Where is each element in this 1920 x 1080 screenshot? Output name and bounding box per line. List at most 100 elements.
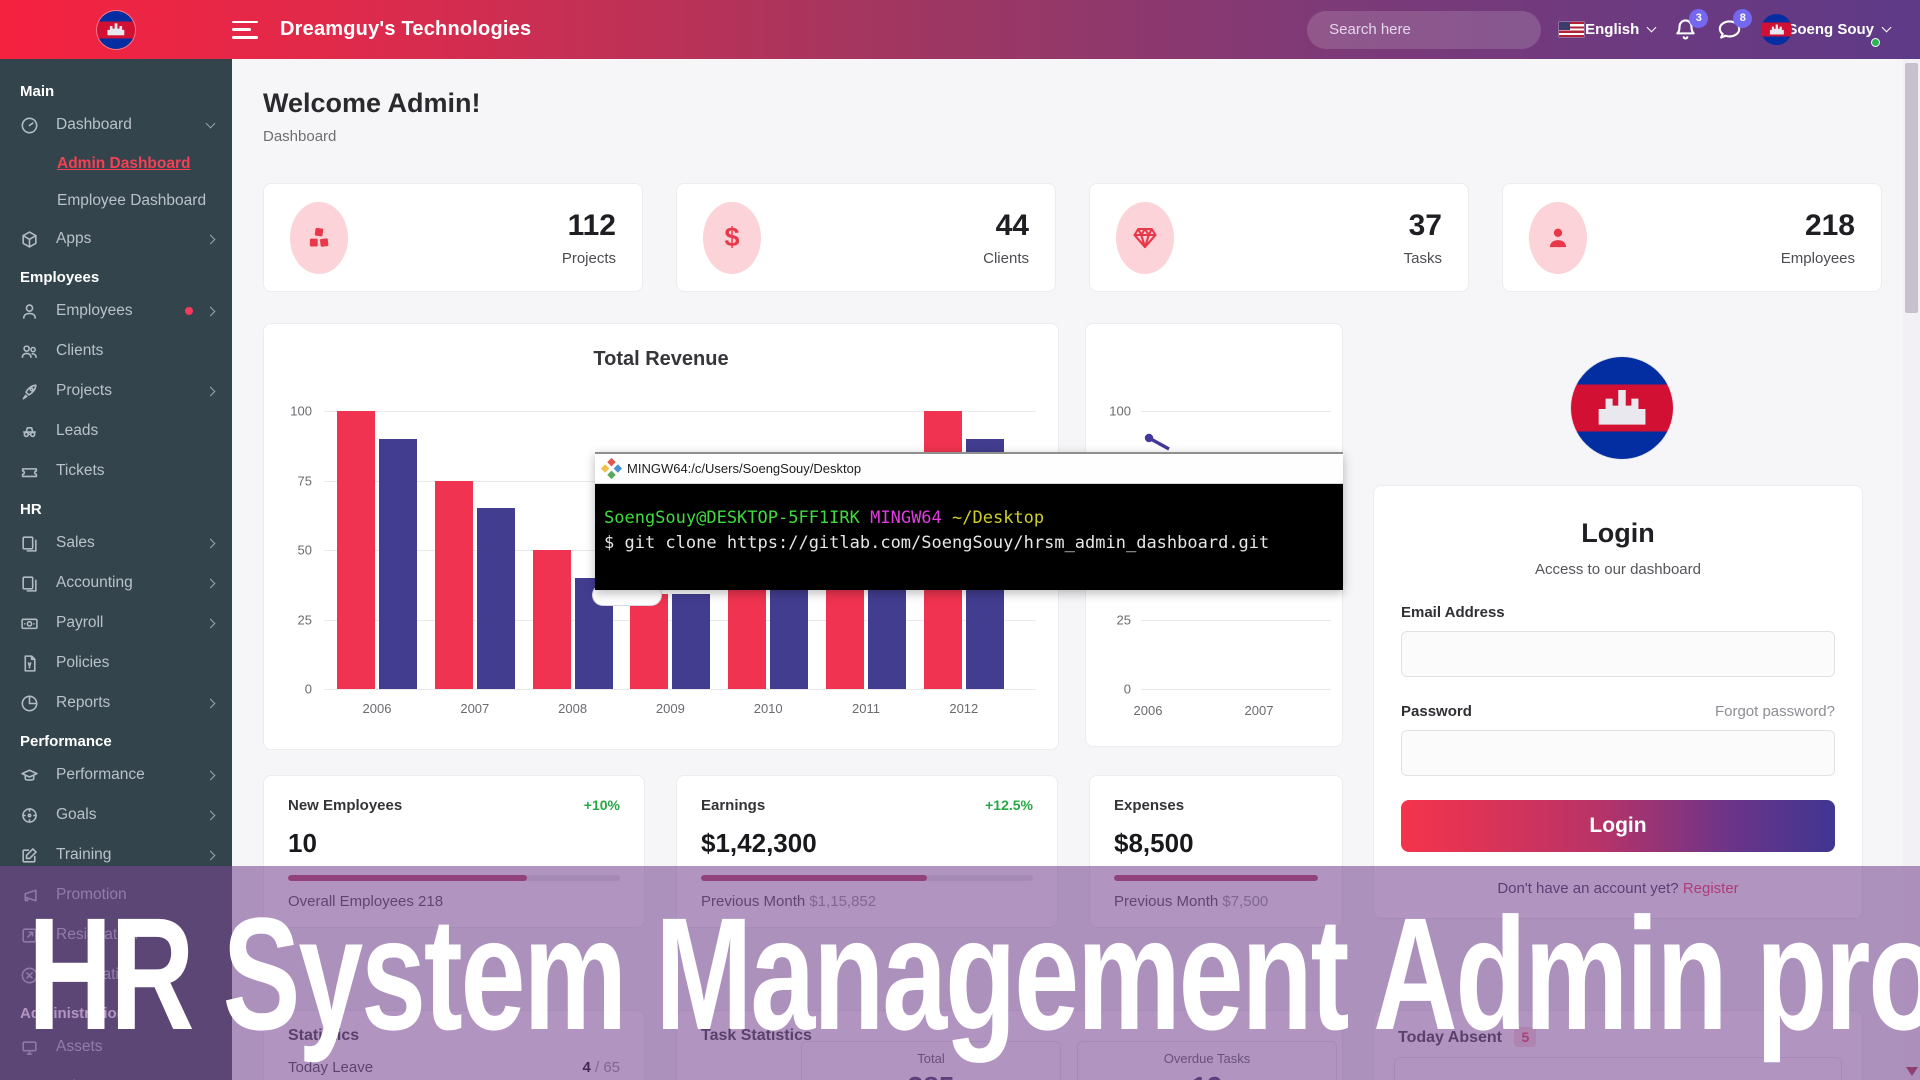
diamond-icon bbox=[1116, 202, 1174, 274]
x-tick-label: 2012 bbox=[949, 701, 978, 716]
bar-2010-series-indigo bbox=[770, 589, 808, 689]
sidebar-item-termination[interactable]: Termination bbox=[0, 955, 232, 995]
chevron-down-icon bbox=[206, 119, 216, 129]
total-tasks-label: Total bbox=[802, 1051, 1060, 1066]
sidebar-item-leads[interactable]: Leads bbox=[0, 411, 232, 451]
messages-button[interactable]: 8 bbox=[1717, 17, 1743, 43]
sidebar-item-performance[interactable]: Performance bbox=[0, 755, 232, 795]
chevron-right-icon bbox=[206, 578, 216, 588]
kpi-percent-badge: +12.5% bbox=[985, 797, 1033, 813]
terminal-window[interactable]: MINGW64:/c/Users/SoengSouy/Desktop Soeng… bbox=[595, 452, 1343, 590]
x-tick-label: 2007 bbox=[1245, 703, 1274, 718]
megaphone-icon bbox=[20, 886, 39, 905]
circle-x-icon bbox=[20, 966, 39, 985]
sidebar-item-reports[interactable]: Reports bbox=[0, 683, 232, 723]
sidebar-item-sales[interactable]: Sales bbox=[0, 523, 232, 563]
sidebar-item-training[interactable]: Training bbox=[0, 835, 232, 875]
sidebar-item-apps[interactable]: Apps bbox=[0, 219, 232, 259]
sidebar-item-promotion[interactable]: Promotion bbox=[0, 875, 232, 915]
bar-2009-series-red bbox=[630, 594, 668, 689]
sidebar-item-employees[interactable]: Employees bbox=[0, 291, 232, 331]
login-card: Login Access to our dashboard Email Addr… bbox=[1373, 485, 1863, 919]
kpi-title: Earnings bbox=[701, 797, 765, 814]
sidebar-item-goals[interactable]: Goals bbox=[0, 795, 232, 835]
sidebar-item-policies[interactable]: Policies bbox=[0, 643, 232, 683]
sidebar-item-accounting[interactable]: Accounting bbox=[0, 563, 232, 603]
kpi-value: 10 bbox=[288, 828, 620, 859]
kpi-card-earnings: Earnings+12.5%$1,42,300Previous Month $1… bbox=[676, 775, 1058, 928]
leave-label: Today Leave bbox=[288, 1059, 373, 1076]
sidebar-item-tickets[interactable]: Tickets bbox=[0, 451, 232, 491]
stat-label: Projects bbox=[562, 250, 616, 267]
stat-label: Clients bbox=[983, 250, 1029, 267]
gridline bbox=[1141, 689, 1331, 690]
language-selector[interactable]: English bbox=[1559, 21, 1655, 38]
scrollbar-down-arrow[interactable] bbox=[1906, 1067, 1918, 1076]
stat-value: 218 bbox=[1781, 209, 1855, 242]
sidebar-item-assets[interactable]: Assets bbox=[0, 1027, 232, 1067]
sidebar-item-resignation[interactable]: Resignation bbox=[0, 915, 232, 955]
sidebar-item-jobs[interactable]: Jobs bbox=[0, 1067, 232, 1080]
user-menu[interactable]: Soeng Souy bbox=[1761, 14, 1890, 45]
kpi-footer: Overall Employees 218 bbox=[288, 893, 620, 910]
terminal-titlebar[interactable]: MINGW64:/c/Users/SoengSouy/Desktop bbox=[595, 454, 1343, 484]
sidebar-item-label: Leads bbox=[56, 422, 214, 440]
notification-count-badge: 3 bbox=[1689, 9, 1708, 28]
rocket-icon bbox=[20, 382, 39, 401]
leave-value: 4 / 65 bbox=[582, 1059, 620, 1076]
file-icon bbox=[20, 654, 39, 673]
cube-icon bbox=[20, 230, 39, 249]
x-tick-label: 2009 bbox=[656, 701, 685, 716]
sidebar-item-label: Promotion bbox=[56, 886, 214, 904]
kpi-value: $1,42,300 bbox=[701, 828, 1033, 859]
chevron-right-icon bbox=[206, 810, 216, 820]
sidebar-section-hr: HR bbox=[0, 491, 232, 523]
bar-2007-series-indigo bbox=[477, 508, 515, 689]
notifications-button[interactable]: 3 bbox=[1673, 17, 1699, 43]
search-input[interactable] bbox=[1329, 21, 1528, 38]
search-box[interactable] bbox=[1307, 11, 1541, 49]
login-title: Login bbox=[1401, 518, 1835, 549]
sidebar-item-label: Policies bbox=[56, 654, 214, 672]
sidebar-item-dashboard[interactable]: Dashboard bbox=[0, 105, 232, 145]
sidebar-item-projects[interactable]: Projects bbox=[0, 371, 232, 411]
register-link[interactable]: Register bbox=[1683, 880, 1739, 897]
gridline bbox=[1141, 620, 1331, 621]
forgot-password-link[interactable]: Forgot password? bbox=[1715, 703, 1835, 720]
chevron-right-icon bbox=[206, 386, 216, 396]
page-scrollbar[interactable] bbox=[1903, 59, 1920, 1080]
bar-2006-series-indigo bbox=[379, 439, 417, 689]
password-field[interactable] bbox=[1401, 730, 1835, 776]
y-tick-label: 25 bbox=[298, 612, 312, 627]
top-header: Dreamguy's Technologies English 3 8 Soen… bbox=[0, 0, 1920, 59]
email-field[interactable] bbox=[1401, 631, 1835, 677]
company-logo[interactable] bbox=[96, 10, 136, 50]
spy-icon bbox=[20, 422, 39, 441]
stat-label: Employees bbox=[1781, 250, 1855, 267]
sidebar-subitem-employee-dashboard[interactable]: Employee Dashboard bbox=[0, 182, 232, 219]
terminal-body[interactable]: SoengSouy@DESKTOP-5FF1IRK MINGW64 ~/Desk… bbox=[595, 484, 1343, 590]
sidebar-section-employees: Employees bbox=[0, 259, 232, 291]
bar-2011-series-indigo bbox=[868, 589, 906, 689]
kpi-card-expenses: Expenses$8,500Previous Month $7,500 bbox=[1089, 775, 1343, 928]
login-button[interactable]: Login bbox=[1401, 800, 1835, 852]
sidebar-item-label: Dashboard bbox=[56, 116, 207, 134]
monitor-icon bbox=[20, 1038, 39, 1057]
sidebar-item-payroll[interactable]: Payroll bbox=[0, 603, 232, 643]
x-tick-label: 2006 bbox=[363, 701, 392, 716]
register-line: Don't have an account yet? Register bbox=[1401, 880, 1835, 897]
today-absent-card: Today Absent 5 Martin Lewis bbox=[1373, 1010, 1863, 1080]
cash-icon bbox=[20, 614, 39, 633]
sidebar-item-label: Payroll bbox=[56, 614, 207, 632]
hamburger-menu-icon[interactable] bbox=[232, 21, 258, 39]
chevron-down-icon bbox=[1882, 23, 1892, 33]
grad-icon bbox=[20, 766, 39, 785]
stat-card-tasks: 37Tasks bbox=[1089, 183, 1469, 292]
y-tick-label: 100 bbox=[1109, 404, 1131, 419]
sidebar-item-clients[interactable]: Clients bbox=[0, 331, 232, 371]
sidebar-subitem-admin-dashboard[interactable]: Admin Dashboard bbox=[0, 145, 232, 182]
cubes-icon bbox=[290, 202, 348, 274]
y-tick-label: 25 bbox=[1117, 612, 1131, 627]
chevron-right-icon bbox=[206, 538, 216, 548]
scrollbar-thumb[interactable] bbox=[1905, 63, 1918, 313]
